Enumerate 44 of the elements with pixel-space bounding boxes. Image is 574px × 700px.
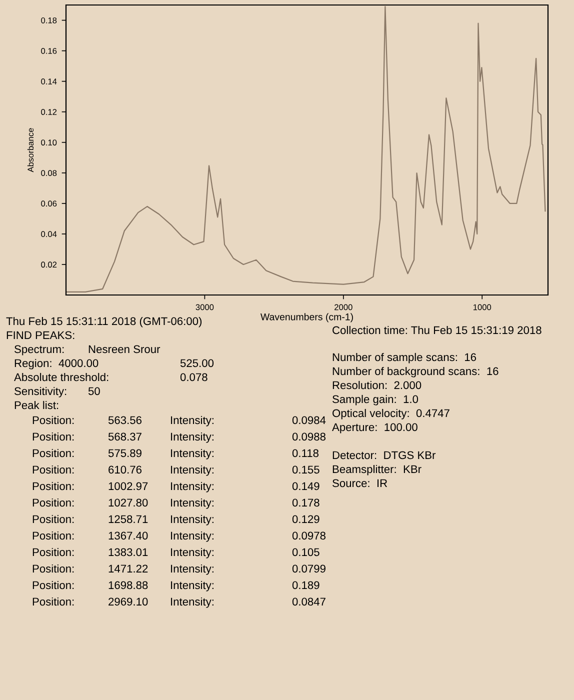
- text: Optical velocity: 0.4747: [332, 408, 450, 420]
- text: Position: 1367.40 Intensity: 0.0978: [32, 531, 326, 542]
- x-axis-title: Wavenumbers (cm-1): [260, 313, 353, 322]
- text: Absolute threshold: 0.078: [14, 372, 208, 382]
- y-tick-label: 0.08: [41, 170, 57, 176]
- text: Region: 4000.00 525.00: [14, 358, 214, 370]
- text: Position: 568.37 Intensity: 0.0988: [32, 432, 326, 443]
- text: Sample gain: 1.0: [332, 394, 418, 406]
- text: Position: 563.56 Intensity: 0.0984: [32, 416, 326, 426]
- text: Position: 610.76 Intensity: 0.155: [32, 465, 320, 476]
- text: Position: 2969.10 Intensity: 0.0847: [32, 597, 326, 608]
- y-tick-label: 0.14: [41, 78, 57, 84]
- y-tick-label: 0.06: [41, 200, 57, 207]
- text: Sensitivity: 50: [14, 386, 100, 398]
- line-series: [66, 6, 546, 292]
- y-tick-label: 0.12: [41, 109, 57, 115]
- x-tick-label: 3000: [196, 304, 214, 310]
- y-axis-title: Absorbance: [27, 128, 34, 172]
- y-tick-label: 0.04: [41, 231, 57, 238]
- y-tick-label: 0.18: [41, 17, 57, 24]
- text: Detector: DTGS KBr: [332, 451, 436, 460]
- y-tick-label: 0.16: [41, 48, 57, 54]
- y-tick-label: 0.02: [41, 262, 57, 268]
- text: Thu Feb 15 15:31:11 2018 (GMT-06:00): [6, 316, 202, 328]
- text: Resolution: 2.000: [332, 380, 422, 390]
- text: Peak list:: [14, 400, 58, 410]
- text: Position: 575.89 Intensity: 0.118: [32, 448, 318, 460]
- text: Number of sample scans: 16: [332, 352, 476, 364]
- text: Collection time: Thu Feb 15 15:31:19 2018: [332, 326, 542, 334]
- text: Position: 1258.71 Intensity: 0.129: [32, 514, 320, 526]
- text: Position: 1027.80 Intensity: 0.178: [32, 498, 320, 509]
- x-tick-label: 1000: [473, 304, 492, 310]
- text: FIND PEAKS:: [6, 331, 74, 340]
- y-tick-label: 0.10: [41, 140, 57, 146]
- text: Position: 1002.97 Intensity: 0.149: [32, 482, 320, 492]
- text: Aperture: 100.00: [332, 423, 418, 434]
- source-note: Source: IR: [332, 479, 388, 488]
- text: Number of background scans: 16: [332, 366, 498, 378]
- text: Spectrum: Nesreen Srour: [14, 345, 160, 356]
- x-tick-label: 2000: [334, 304, 352, 310]
- text: Position: 1698.88 Intensity: 0.189: [32, 580, 320, 592]
- text: Position: 1471.22 Intensity: 0.0799: [32, 564, 326, 575]
- text: Position: 1383.01 Intensity: 0.105: [32, 548, 320, 558]
- text: Beamsplitter: KBr: [332, 464, 422, 476]
